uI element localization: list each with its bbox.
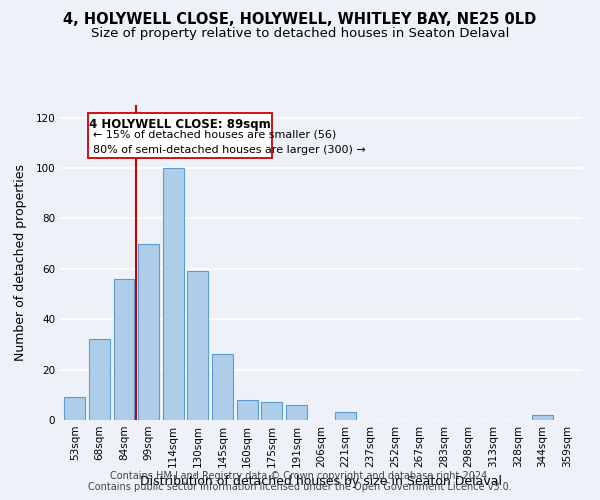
- Bar: [163, 168, 184, 420]
- Bar: [335, 412, 356, 420]
- X-axis label: Distribution of detached houses by size in Seaton Delaval: Distribution of detached houses by size …: [140, 476, 502, 488]
- Bar: [113, 279, 134, 420]
- Text: Contains public sector information licensed under the Open Government Licence v3: Contains public sector information licen…: [88, 482, 512, 492]
- Text: 4, HOLYWELL CLOSE, HOLYWELL, WHITLEY BAY, NE25 0LD: 4, HOLYWELL CLOSE, HOLYWELL, WHITLEY BAY…: [64, 12, 536, 28]
- Bar: [187, 272, 208, 420]
- Bar: [138, 244, 159, 420]
- Text: ← 15% of detached houses are smaller (56): ← 15% of detached houses are smaller (56…: [93, 130, 337, 140]
- Text: Contains HM Land Registry data © Crown copyright and database right 2024.: Contains HM Land Registry data © Crown c…: [110, 471, 490, 481]
- Bar: [532, 415, 553, 420]
- Text: Size of property relative to detached houses in Seaton Delaval: Size of property relative to detached ho…: [91, 28, 509, 40]
- Text: 80% of semi-detached houses are larger (300) →: 80% of semi-detached houses are larger (…: [93, 146, 366, 156]
- Bar: [286, 405, 307, 420]
- Bar: [236, 400, 257, 420]
- Text: 4 HOLYWELL CLOSE: 89sqm: 4 HOLYWELL CLOSE: 89sqm: [89, 118, 271, 131]
- Bar: [89, 340, 110, 420]
- Bar: [64, 398, 85, 420]
- FancyBboxPatch shape: [88, 112, 272, 158]
- Bar: [261, 402, 282, 420]
- Bar: [212, 354, 233, 420]
- Y-axis label: Number of detached properties: Number of detached properties: [14, 164, 27, 361]
